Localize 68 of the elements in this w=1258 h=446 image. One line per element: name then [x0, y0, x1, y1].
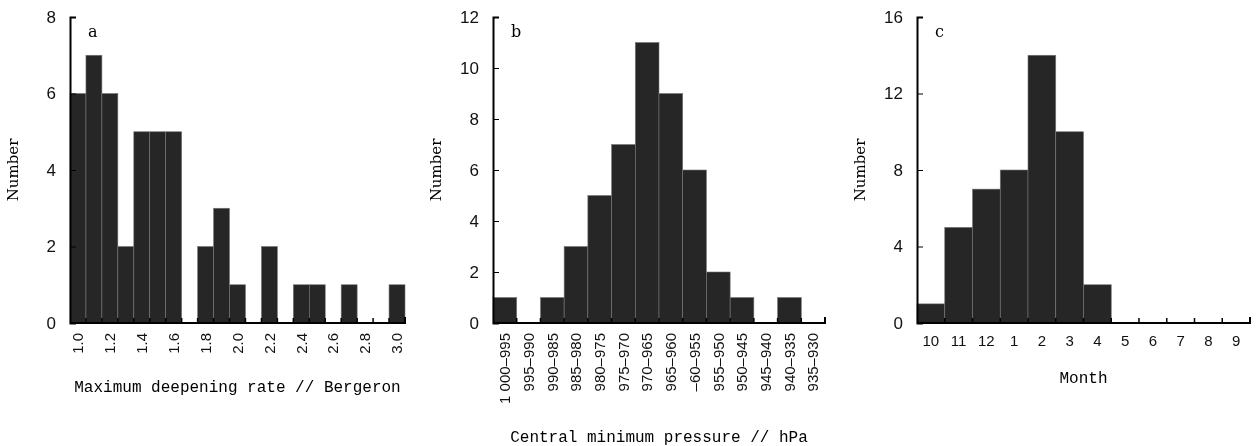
bar: [388, 284, 406, 324]
x-tick-label: 3.0: [388, 333, 406, 354]
bar: [340, 284, 358, 324]
x-axis-title: Maximum deepening rate // Bergeron: [74, 378, 401, 397]
x-tick-label: 940–935: [780, 333, 798, 392]
x-tick-label: 1.6: [164, 333, 182, 354]
y-tick-label: 4: [46, 160, 56, 180]
bar: [261, 246, 278, 324]
annotation: c: [935, 22, 944, 41]
x-tick-label: 9: [1231, 331, 1241, 349]
x-tick-label: 1.0: [69, 333, 87, 354]
x-tick-label: 995–990: [519, 333, 537, 392]
x-tick-label: 2.4: [292, 333, 310, 354]
x-tick-label: 11: [950, 331, 967, 349]
x-tick-label: 8: [1204, 331, 1213, 349]
y-tick-label: 2: [46, 237, 56, 257]
annotation: a: [88, 22, 98, 41]
y-tick-label: 0: [469, 313, 479, 333]
x-tick-label: 1.4: [133, 333, 151, 354]
bar: [777, 297, 802, 324]
y-axis-title: Number: [851, 137, 869, 202]
x-tick-label: 2.6: [324, 333, 342, 354]
y-tick-label: 12: [460, 7, 479, 27]
x-tick-label: 6: [1148, 331, 1158, 349]
y-tick-label: 8: [469, 109, 479, 129]
y-tick-label: 16: [884, 7, 903, 27]
x-tick-label: 5: [1120, 331, 1130, 349]
y-tick-label: 8: [46, 7, 56, 27]
y-tick-label: 12: [884, 84, 903, 104]
x-tick-label: 3: [1065, 331, 1074, 349]
y-tick-label: 6: [46, 84, 56, 104]
x-tick-label: 980–975: [590, 333, 608, 392]
x-axis-title: Month: [1059, 370, 1108, 388]
x-tick-label: 965–960: [662, 333, 680, 392]
x-tick-label: 970–965: [638, 333, 656, 392]
x-tick-label: 12: [978, 331, 995, 349]
x-tick-label: 7: [1176, 331, 1185, 349]
x-tick-label: 4: [1093, 331, 1102, 349]
x-tick-label: 945–940: [756, 333, 774, 392]
y-axis-title: Number: [427, 137, 445, 202]
y-tick-label: 8: [893, 160, 903, 180]
y-tick-label: 4: [469, 211, 479, 231]
y-tick-label: 10: [460, 58, 479, 78]
y-tick-label: 0: [46, 313, 56, 333]
x-tick-label: 1: [1009, 331, 1019, 349]
x-tick-label: 1.2: [101, 333, 119, 354]
x-tick-label: 935–930: [804, 333, 822, 392]
y-tick-label: 0: [893, 313, 903, 333]
x-tick-label: 2.2: [260, 333, 278, 354]
x-tick-label: 955–950: [709, 333, 727, 392]
x-tick-label: 2: [1037, 331, 1047, 349]
x-tick-label: 10: [922, 331, 940, 349]
x-axis-title: Central minimum pressure // hPa: [510, 428, 809, 446]
annotation: b: [511, 22, 522, 41]
x-tick-label: 975–970: [614, 333, 632, 392]
y-tick-label: 4: [893, 237, 903, 257]
x-tick-label: 950–945: [733, 333, 751, 392]
x-tick-label: 990–985: [543, 333, 561, 392]
x-tick-label: 1.8: [196, 333, 214, 354]
x-tick-label: 2.8: [356, 333, 374, 354]
y-tick-label: 6: [469, 160, 479, 180]
x-tick-label: 1 000–995: [496, 333, 514, 404]
y-axis-title: Number: [4, 137, 22, 202]
x-tick-label: 2.0: [228, 333, 246, 354]
bar: [492, 297, 518, 324]
x-tick-label: 985–980: [567, 333, 585, 392]
x-tick-label: –60–955: [685, 333, 703, 392]
y-tick-label: 2: [469, 262, 479, 282]
